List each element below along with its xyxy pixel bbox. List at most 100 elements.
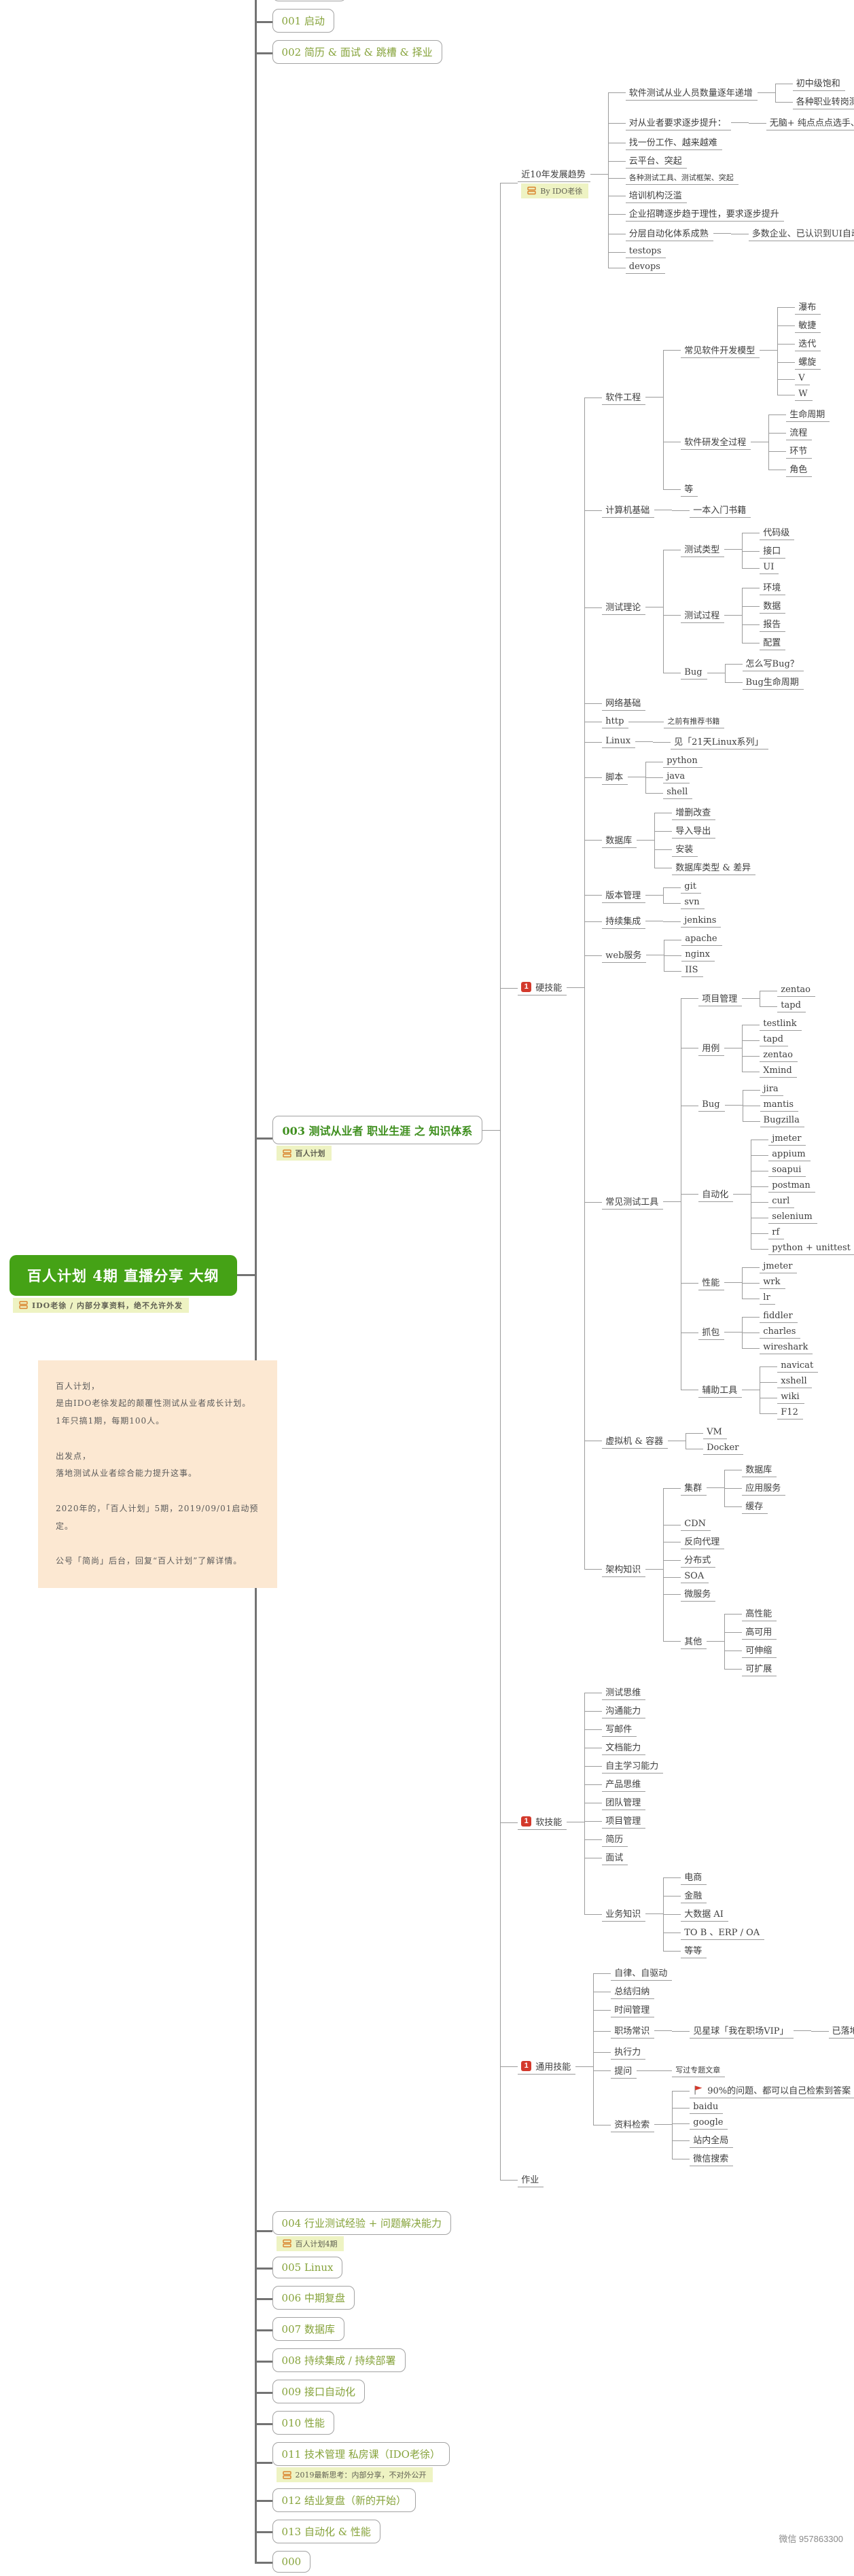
topic-label[interactable]: 敏捷 xyxy=(795,317,821,334)
topic-label[interactable]: 计算机基础 xyxy=(602,502,655,518)
topic-label[interactable]: apache xyxy=(681,933,722,947)
topic-label[interactable]: 软件工程 xyxy=(602,389,646,406)
topic-label[interactable]: F12 xyxy=(777,1407,803,1420)
topic-label[interactable]: 初中级饱和 xyxy=(792,75,845,92)
topic-label[interactable]: Docker xyxy=(703,1442,744,1455)
topic-label[interactable]: devops xyxy=(625,261,665,275)
topic-label[interactable]: appium xyxy=(768,1148,811,1162)
topic-label[interactable]: 测试过程 xyxy=(681,607,725,623)
topic-label[interactable]: 持续集成 xyxy=(602,913,646,930)
topic-label[interactable]: 分布式 xyxy=(681,1552,716,1568)
topic-label[interactable]: nginx xyxy=(681,949,715,962)
topic-label[interactable]: 可伸缩 xyxy=(742,1642,777,1659)
topic-label[interactable]: 架构知识 xyxy=(602,1562,646,1577)
topic-label[interactable]: 自律、自驱动 xyxy=(611,1965,673,1981)
topic-label[interactable]: 测试类型 xyxy=(681,542,725,558)
topic-label[interactable]: 总结归纳 xyxy=(611,1983,655,2000)
topic-label[interactable]: 见「21天Linux系列」 xyxy=(671,734,768,750)
topic-label[interactable]: jenkins xyxy=(681,915,722,928)
topic-label[interactable]: 脚本 xyxy=(602,769,628,786)
topic-label[interactable]: xshell xyxy=(777,1375,812,1389)
topic-label[interactable]: 010 性能 xyxy=(272,2411,334,2435)
topic-label[interactable]: 项目管理 xyxy=(602,1813,646,1829)
topic-label[interactable]: 大数据 AI xyxy=(681,1906,728,1922)
topic-label[interactable]: 电商 xyxy=(681,1869,707,1886)
topic-label[interactable]: jira xyxy=(760,1083,783,1097)
topic-label[interactable]: Bugzilla xyxy=(760,1114,804,1128)
topic-label[interactable]: 流程 xyxy=(786,425,813,441)
topic-label[interactable]: 一本入门书籍 xyxy=(690,502,751,518)
topic-label[interactable]: VM xyxy=(703,1426,727,1440)
topic-label[interactable]: 1 软技能 xyxy=(518,1814,567,1831)
topic-label[interactable]: 职场常识 xyxy=(611,2023,655,2039)
topic-label[interactable]: 团队管理 xyxy=(602,1795,646,1811)
topic-label[interactable]: Bug xyxy=(698,1099,725,1112)
topic-label[interactable]: 瀑布 xyxy=(795,299,821,315)
topic-label[interactable]: 高性能 xyxy=(742,1606,777,1622)
topic-label[interactable]: 产品思维 xyxy=(602,1776,646,1793)
topic-label[interactable]: Bug生命周期 xyxy=(742,674,804,690)
topic-label[interactable]: 找一份工作、越来越难 xyxy=(625,135,722,151)
topic-label[interactable]: curl xyxy=(768,1195,795,1209)
topic-label[interactable]: 时间管理 xyxy=(611,2002,655,2018)
topic-label[interactable]: 百人计划 4期 直播分享 大纲 IDO老徐 / 内部分享资料，绝不允许外发 百人计划… xyxy=(10,1254,277,1589)
topic-label[interactable]: wireshark xyxy=(760,1341,813,1355)
topic-label[interactable]: 007 数据库 xyxy=(272,2317,344,2342)
topic-label[interactable]: navicat xyxy=(777,1360,819,1373)
topic-label[interactable]: selenium xyxy=(768,1211,817,1224)
topic-label[interactable]: 分层自动化体系成熟 xyxy=(625,226,713,242)
topic-label[interactable]: TO B 、ERP / OA xyxy=(681,1924,765,1941)
topic-label[interactable]: 无脑+ 纯点点点选手、逐渐淘汰 xyxy=(766,115,854,131)
topic-label[interactable]: 013 自动化 & 性能 xyxy=(272,2519,380,2543)
topic-label[interactable]: 009 接口自动化 xyxy=(272,2380,365,2404)
topic-label[interactable]: baidu xyxy=(690,2101,724,2115)
topic-label[interactable]: 执行力 xyxy=(611,2044,646,2060)
topic-label[interactable]: wrk xyxy=(760,1276,785,1290)
topic-label[interactable]: 等等 xyxy=(681,1943,707,1959)
topic-label[interactable]: 增删改查 xyxy=(672,805,716,821)
topic-label[interactable]: 配置 xyxy=(760,635,786,651)
topic-label[interactable]: 培训机构泛滥 xyxy=(625,188,687,204)
topic-label[interactable]: 003 测试从业者 职业生涯 之 知识体系 百人计划 xyxy=(272,1116,483,1161)
topic-label[interactable]: 环境 xyxy=(760,580,786,596)
topic-label[interactable]: 008 持续集成 / 持续部署 xyxy=(272,2348,406,2373)
topic-label[interactable]: 金融 xyxy=(681,1888,707,1904)
topic-label[interactable]: W xyxy=(795,388,813,402)
topic-label[interactable]: 抓包 xyxy=(698,1324,725,1341)
topic-label[interactable]: 代码级 xyxy=(760,525,795,541)
topic-label[interactable]: 生命周期 xyxy=(786,406,830,423)
topic-label[interactable]: 高可用 xyxy=(742,1624,777,1640)
topic-label[interactable]: shell xyxy=(663,786,693,800)
topic-label[interactable]: 常见测试工具 xyxy=(602,1194,664,1210)
topic-label[interactable]: 环节 xyxy=(786,443,813,459)
topic-label[interactable]: Xmind xyxy=(760,1065,797,1078)
topic-label[interactable]: 云平台、突起 xyxy=(625,153,687,169)
topic-label[interactable]: soapui xyxy=(768,1164,806,1178)
topic-label[interactable]: 接口 xyxy=(760,543,786,559)
topic-label[interactable]: 等 xyxy=(681,481,698,497)
topic-label[interactable]: 其他 xyxy=(681,1634,707,1649)
topic-label[interactable]: IIS xyxy=(681,964,703,978)
topic-label[interactable]: 导入导出 xyxy=(672,823,716,839)
topic-label[interactable]: 常见软件开发模型 xyxy=(681,342,760,358)
topic-label[interactable]: 反向代理 xyxy=(681,1534,725,1550)
topic-label[interactable]: 002 简历 & 面试 & 跳槽 & 择业 xyxy=(272,40,442,65)
topic-label[interactable]: 软件测试从业人员数量逐年递增 xyxy=(625,85,758,101)
topic-label[interactable]: 用例 xyxy=(698,1040,725,1056)
topic-label[interactable]: 005 Linux xyxy=(272,2257,343,2279)
topic-label[interactable]: 站内全局 xyxy=(690,2132,734,2149)
topic-label[interactable]: 测试思维 xyxy=(602,1684,646,1701)
topic-label[interactable]: jmeter xyxy=(768,1133,806,1146)
topic-label[interactable]: CDN xyxy=(681,1518,711,1532)
topic-label[interactable]: testlink xyxy=(760,1018,802,1031)
topic-label[interactable]: 角色 xyxy=(786,461,813,478)
topic-label[interactable]: 测试理论 xyxy=(602,599,646,616)
topic-label[interactable]: fiddler xyxy=(760,1310,798,1324)
topic-label[interactable]: 自主学习能力 xyxy=(602,1758,664,1774)
topic-label[interactable]: java xyxy=(663,771,690,784)
topic-label[interactable]: 沟通能力 xyxy=(602,1703,646,1719)
topic-label[interactable]: 1 硬技能 xyxy=(518,980,567,996)
topic-label[interactable]: 应用服务 xyxy=(742,1480,786,1496)
topic-label[interactable]: wiki xyxy=(777,1391,804,1405)
topic-label[interactable]: 各种测试工具、测试框架、突起 xyxy=(625,171,739,186)
